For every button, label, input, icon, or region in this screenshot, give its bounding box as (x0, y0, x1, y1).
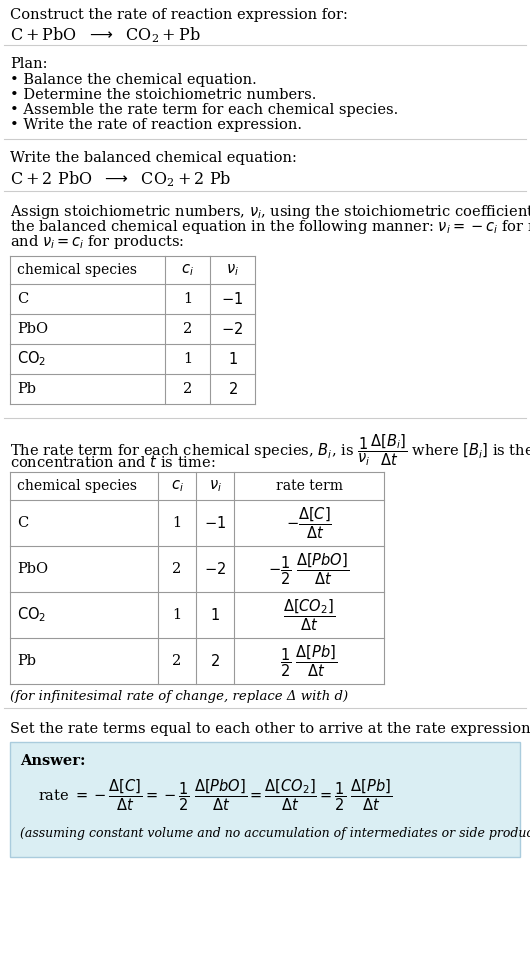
Text: rate $= -\dfrac{\Delta[C]}{\Delta t} = -\dfrac{1}{2}\ \dfrac{\Delta[PbO]}{\Delta: rate $= -\dfrac{\Delta[C]}{\Delta t} = -… (38, 777, 392, 813)
Text: rate term: rate term (276, 479, 342, 493)
Text: $-2$: $-2$ (204, 561, 226, 577)
Text: Construct the rate of reaction expression for:: Construct the rate of reaction expressio… (10, 8, 348, 22)
Text: Assign stoichiometric numbers, $\nu_i$, using the stoichiometric coefficients, $: Assign stoichiometric numbers, $\nu_i$, … (10, 203, 530, 221)
Text: Pb: Pb (17, 382, 36, 396)
Text: $c_i$: $c_i$ (171, 478, 183, 494)
Text: Answer:: Answer: (20, 754, 85, 768)
Text: $\mathregular{C + PbO}$  $\longrightarrow$  $\mathregular{CO_2 + Pb}$: $\mathregular{C + PbO}$ $\longrightarrow… (10, 25, 200, 45)
FancyBboxPatch shape (10, 742, 520, 857)
Text: $\dfrac{1}{2}\ \dfrac{\Delta[Pb]}{\Delta t}$: $\dfrac{1}{2}\ \dfrac{\Delta[Pb]}{\Delta… (280, 643, 338, 678)
Text: $\nu_i$: $\nu_i$ (226, 262, 239, 278)
Text: • Write the rate of reaction expression.: • Write the rate of reaction expression. (10, 118, 302, 132)
Text: PbO: PbO (17, 322, 48, 336)
Text: 2: 2 (183, 382, 192, 396)
Text: $\mathrm{CO_2}$: $\mathrm{CO_2}$ (17, 350, 46, 368)
Text: Set the rate terms equal to each other to arrive at the rate expression:: Set the rate terms equal to each other t… (10, 722, 530, 736)
Text: the balanced chemical equation in the following manner: $\nu_i = -c_i$ for react: the balanced chemical equation in the fo… (10, 218, 530, 236)
Text: Pb: Pb (17, 654, 36, 668)
Text: $\mathrm{CO_2}$: $\mathrm{CO_2}$ (17, 606, 46, 624)
Text: $\dfrac{\Delta[CO_2]}{\Delta t}$: $\dfrac{\Delta[CO_2]}{\Delta t}$ (283, 597, 335, 633)
Text: $\mathregular{C + 2\ PbO}$  $\longrightarrow$  $\mathregular{CO_2 + 2\ Pb}$: $\mathregular{C + 2\ PbO}$ $\longrightar… (10, 169, 231, 189)
Text: $-2$: $-2$ (222, 321, 244, 337)
Text: $2$: $2$ (210, 653, 220, 669)
Text: 1: 1 (172, 608, 182, 622)
Text: chemical species: chemical species (17, 263, 137, 277)
Text: and $\nu_i = c_i$ for products:: and $\nu_i = c_i$ for products: (10, 233, 184, 251)
Text: $-1$: $-1$ (204, 515, 226, 531)
Text: (for infinitesimal rate of change, replace Δ with d): (for infinitesimal rate of change, repla… (10, 690, 348, 703)
Text: $-\dfrac{1}{2}\ \dfrac{\Delta[PbO]}{\Delta t}$: $-\dfrac{1}{2}\ \dfrac{\Delta[PbO]}{\Del… (268, 551, 350, 587)
Text: Write the balanced chemical equation:: Write the balanced chemical equation: (10, 151, 297, 165)
Text: $1$: $1$ (227, 351, 237, 367)
Text: C: C (17, 292, 28, 306)
Text: chemical species: chemical species (17, 479, 137, 493)
Text: 1: 1 (183, 352, 192, 366)
Text: $-1$: $-1$ (222, 291, 244, 307)
Text: $-\dfrac{\Delta[C]}{\Delta t}$: $-\dfrac{\Delta[C]}{\Delta t}$ (286, 505, 332, 540)
Text: 1: 1 (172, 516, 182, 530)
Text: • Determine the stoichiometric numbers.: • Determine the stoichiometric numbers. (10, 88, 316, 102)
Text: 1: 1 (183, 292, 192, 306)
Text: $1$: $1$ (210, 607, 220, 623)
Text: • Assemble the rate term for each chemical species.: • Assemble the rate term for each chemic… (10, 103, 398, 117)
Text: $\nu_i$: $\nu_i$ (208, 478, 222, 494)
Text: $c_i$: $c_i$ (181, 262, 194, 278)
Text: C: C (17, 516, 28, 530)
Text: 2: 2 (172, 562, 182, 576)
Text: $2$: $2$ (227, 381, 237, 397)
Text: • Balance the chemical equation.: • Balance the chemical equation. (10, 73, 257, 87)
Text: The rate term for each chemical species, $B_i$, is $\dfrac{1}{\nu_i}\dfrac{\Delt: The rate term for each chemical species,… (10, 432, 530, 468)
Text: Plan:: Plan: (10, 57, 48, 71)
Text: concentration and $t$ is time:: concentration and $t$ is time: (10, 454, 216, 470)
Text: 2: 2 (172, 654, 182, 668)
Text: 2: 2 (183, 322, 192, 336)
Text: PbO: PbO (17, 562, 48, 576)
Text: (assuming constant volume and no accumulation of intermediates or side products): (assuming constant volume and no accumul… (20, 827, 530, 840)
